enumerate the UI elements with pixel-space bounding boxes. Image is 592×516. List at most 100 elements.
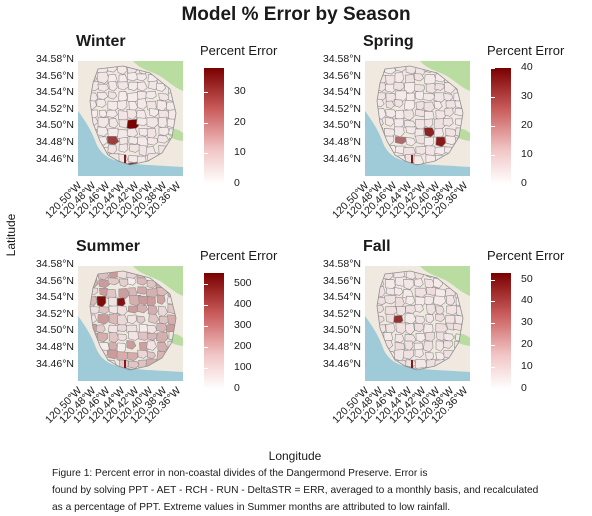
legend-tick-label: 200 xyxy=(234,339,252,352)
legend-colorbar xyxy=(491,68,511,184)
legend-tick-label: 30 xyxy=(521,316,533,329)
panel-title: Spring xyxy=(363,33,414,50)
lat-tick-label: 34.50°N xyxy=(35,324,74,337)
x-axis-title: Longitude xyxy=(268,449,322,463)
panel-title: Summer xyxy=(76,238,141,255)
lat-tick-label: 34.54°N xyxy=(35,86,74,99)
ocean-area xyxy=(78,316,183,381)
vegetation-area xyxy=(420,61,470,91)
legend-tick-label: 0 xyxy=(234,382,240,394)
lat-tick-label: 34.58°N xyxy=(322,53,361,65)
legend-tick-label: 10 xyxy=(521,148,533,160)
legend-title: Percent Error xyxy=(200,248,278,263)
lat-tick-label: 34.46°N xyxy=(35,357,74,370)
legend-tick-label: 0 xyxy=(521,382,527,394)
caption-line: Figure 1: Percent error in non-coastal d… xyxy=(52,468,428,479)
map-panel xyxy=(365,61,470,176)
lat-tick-label: 34.58°N xyxy=(35,53,74,65)
ocean-area xyxy=(365,111,470,176)
lat-tick-label: 34.46°N xyxy=(322,152,361,165)
vegetation-area xyxy=(133,266,183,296)
legend-tick-label: 400 xyxy=(234,297,252,310)
legend-tick-label: 30 xyxy=(234,85,246,98)
legend-tick-label: 20 xyxy=(521,119,533,131)
lat-tick-label: 34.52°N xyxy=(322,307,361,320)
region-outline xyxy=(376,270,464,371)
legend-tick-label: 40 xyxy=(521,294,533,307)
lat-tick-label: 34.54°N xyxy=(322,86,361,99)
legend-tick-label: 30 xyxy=(521,90,533,102)
region-outline xyxy=(376,65,464,166)
legend-tick-label: 100 xyxy=(234,360,252,373)
map-panel xyxy=(78,61,183,176)
lat-tick-label: 34.50°N xyxy=(322,324,361,337)
panel-title: Fall xyxy=(363,238,391,255)
map-panel xyxy=(78,266,183,381)
lat-tick-label: 34.58°N xyxy=(322,258,361,270)
legend-tick-label: 50 xyxy=(521,272,533,285)
legend-tick-label: 300 xyxy=(234,318,252,331)
lat-tick-label: 34.48°N xyxy=(322,136,361,148)
legend-tick-mark xyxy=(491,126,495,127)
legend-tick-label: 0 xyxy=(234,177,240,189)
hotspot-cell xyxy=(124,155,126,163)
legend-tick-mark xyxy=(204,389,208,390)
legend-title: Percent Error xyxy=(487,248,565,263)
legend-tick-mark xyxy=(491,301,495,303)
legend-tick-mark xyxy=(491,367,495,369)
legend-tick-mark xyxy=(204,122,208,124)
legend-title: Percent Error xyxy=(487,43,565,58)
lat-tick-label: 34.56°N xyxy=(322,69,361,82)
legend-tick-mark xyxy=(204,283,208,285)
legend-tick-mark xyxy=(491,345,495,347)
region-outline xyxy=(89,270,177,371)
lat-tick-label: 34.52°N xyxy=(322,102,361,115)
lat-tick-label: 34.46°N xyxy=(322,357,361,370)
region-outline xyxy=(89,65,177,166)
legend-tick-mark xyxy=(491,279,495,281)
legend-tick-label: 0 xyxy=(521,177,527,189)
lat-tick-label: 34.50°N xyxy=(35,119,74,132)
legend-tick-label: 20 xyxy=(521,338,533,351)
lat-tick-label: 34.50°N xyxy=(322,119,361,132)
chart-title: Model % Error by Season xyxy=(181,4,411,25)
legend-tick-mark xyxy=(491,68,495,69)
lat-tick-label: 34.54°N xyxy=(322,291,361,304)
ocean-area xyxy=(365,316,470,381)
legend-title: Percent Error xyxy=(200,43,278,58)
legend-tick-mark xyxy=(491,155,495,156)
lat-tick-label: 34.54°N xyxy=(35,291,74,304)
legend-tick-label: 20 xyxy=(234,115,246,128)
y-axis-title: Latitude xyxy=(4,213,18,257)
legend-tick-mark xyxy=(491,389,495,390)
legend-tick-mark xyxy=(204,92,208,94)
legend-tick-label: 500 xyxy=(234,276,252,289)
panel-title: Winter xyxy=(76,33,126,50)
lat-tick-label: 34.48°N xyxy=(322,341,361,353)
legend-tick-mark xyxy=(491,323,495,325)
caption-line: as a percentage of PPT. Extreme values i… xyxy=(52,502,451,513)
vegetation-area xyxy=(133,61,183,91)
legend-tick-mark xyxy=(204,304,208,306)
vegetation-area xyxy=(420,266,470,296)
legend-tick-mark xyxy=(204,153,208,155)
legend-tick-mark xyxy=(204,184,208,185)
legend-colorbar xyxy=(204,68,224,184)
legend-tick-mark xyxy=(491,97,495,98)
caption-line: found by solving PPT - AET - RCH - RUN -… xyxy=(52,485,539,496)
legend-tick-mark xyxy=(204,367,208,369)
hotspot-cell xyxy=(411,155,413,163)
legend-tick-label: 40 xyxy=(521,61,533,73)
lat-tick-label: 34.56°N xyxy=(322,274,361,287)
lat-tick-label: 34.52°N xyxy=(35,102,74,115)
legend-tick-label: 10 xyxy=(234,146,246,159)
lat-tick-label: 34.56°N xyxy=(35,69,74,82)
legend-tick-label: 10 xyxy=(521,360,533,373)
hotspot-cell xyxy=(124,360,126,368)
lat-tick-label: 34.48°N xyxy=(35,341,74,353)
ocean-area xyxy=(78,111,183,176)
lat-tick-label: 34.48°N xyxy=(35,136,74,148)
legend-colorbar xyxy=(204,273,224,389)
legend-tick-mark xyxy=(491,184,495,185)
map-panel xyxy=(365,266,470,381)
